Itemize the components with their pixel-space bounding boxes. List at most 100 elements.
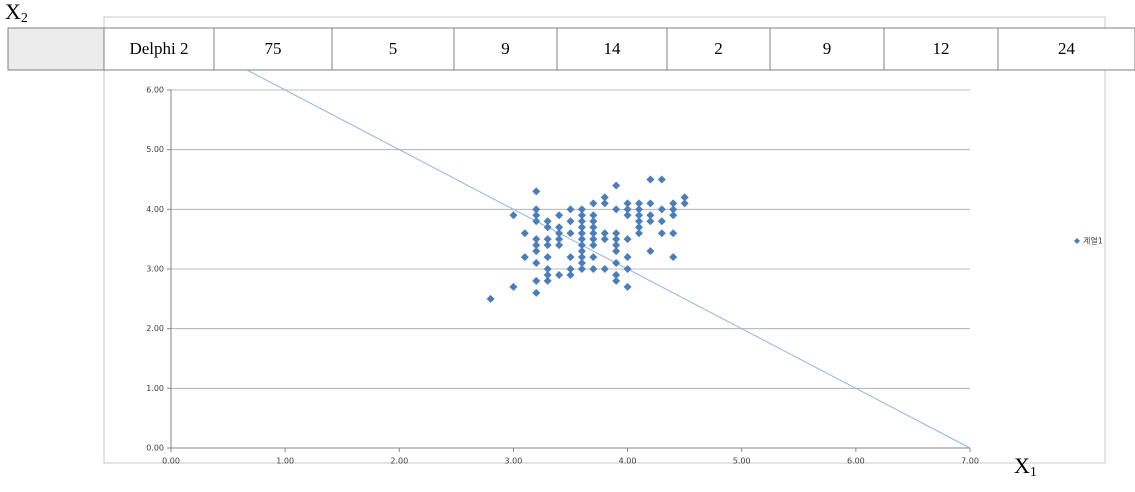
x-tick-label: 4.00 bbox=[619, 457, 637, 466]
point bbox=[577, 253, 586, 262]
point bbox=[532, 205, 541, 214]
point bbox=[600, 199, 609, 208]
point bbox=[623, 235, 632, 244]
y-tick-label: 0.00 bbox=[146, 444, 164, 453]
x-tick-label: 5.00 bbox=[733, 457, 751, 466]
axis-label-main: X bbox=[1014, 453, 1030, 478]
point bbox=[532, 187, 541, 196]
point bbox=[623, 253, 632, 262]
point bbox=[520, 229, 529, 238]
axis-label-main: X bbox=[5, 0, 21, 24]
point bbox=[634, 205, 643, 214]
table-cell-text: 24 bbox=[1058, 39, 1076, 58]
point bbox=[589, 265, 598, 273]
point bbox=[566, 217, 575, 226]
point bbox=[566, 229, 575, 238]
point bbox=[657, 217, 666, 226]
point bbox=[634, 217, 643, 226]
point bbox=[555, 241, 564, 250]
legend-marker bbox=[1074, 238, 1080, 244]
point bbox=[532, 211, 541, 220]
point bbox=[623, 211, 632, 220]
point bbox=[566, 265, 575, 273]
point bbox=[646, 217, 655, 226]
point bbox=[543, 265, 552, 273]
table-cell bbox=[997, 27, 1135, 71]
point bbox=[589, 199, 598, 208]
point bbox=[646, 199, 655, 208]
x-tick-label: 0.00 bbox=[162, 457, 180, 466]
table-cell-text: 9 bbox=[501, 39, 510, 58]
y-tick-label: 2.00 bbox=[146, 324, 164, 333]
x-tick-label: 6.00 bbox=[847, 457, 865, 466]
point bbox=[520, 253, 529, 262]
point bbox=[543, 217, 552, 226]
axis-label: X1 bbox=[1014, 453, 1037, 480]
point bbox=[589, 217, 598, 226]
point bbox=[612, 205, 621, 214]
table-cell bbox=[769, 27, 885, 71]
point bbox=[532, 276, 541, 285]
table-cell-empty bbox=[7, 27, 105, 71]
point bbox=[669, 211, 678, 220]
y-tick-label: 1.00 bbox=[146, 384, 164, 393]
point bbox=[646, 247, 655, 256]
point bbox=[486, 294, 495, 303]
point bbox=[555, 223, 564, 232]
point bbox=[577, 241, 586, 250]
point bbox=[589, 223, 598, 232]
point bbox=[577, 247, 586, 256]
point bbox=[566, 270, 575, 279]
point bbox=[532, 217, 541, 226]
y-tick-label: 4.00 bbox=[146, 205, 164, 214]
table-cell bbox=[103, 27, 215, 71]
point bbox=[612, 259, 621, 268]
y-tick-label: 6.00 bbox=[146, 86, 164, 95]
point bbox=[509, 211, 518, 220]
table-cell bbox=[213, 27, 333, 71]
x-tick-label: 1.00 bbox=[276, 457, 294, 466]
point bbox=[600, 235, 609, 244]
x-tick-label: 7.00 bbox=[961, 457, 979, 466]
point bbox=[669, 229, 678, 238]
point bbox=[589, 241, 598, 250]
x-tick-label: 2.00 bbox=[390, 457, 408, 466]
point bbox=[577, 205, 586, 214]
point bbox=[577, 211, 586, 220]
point bbox=[623, 282, 632, 291]
point bbox=[577, 265, 586, 273]
axis-label-sub: 1 bbox=[1030, 465, 1037, 480]
point bbox=[634, 211, 643, 220]
point bbox=[555, 235, 564, 244]
table-cell-text: 5 bbox=[389, 39, 398, 58]
point bbox=[634, 229, 643, 238]
table-cell-text: 75 bbox=[265, 39, 282, 58]
point bbox=[612, 247, 621, 256]
point bbox=[543, 270, 552, 279]
point bbox=[543, 223, 552, 232]
table-cell-text: 9 bbox=[823, 39, 832, 58]
point bbox=[669, 205, 678, 214]
point bbox=[669, 199, 678, 208]
point bbox=[543, 276, 552, 285]
point bbox=[657, 205, 666, 214]
point bbox=[612, 270, 621, 279]
point bbox=[612, 229, 621, 238]
point bbox=[623, 199, 632, 208]
point bbox=[555, 270, 564, 279]
point bbox=[657, 229, 666, 238]
point bbox=[532, 259, 541, 268]
point bbox=[589, 253, 598, 262]
point bbox=[612, 181, 621, 190]
point bbox=[543, 253, 552, 262]
point bbox=[600, 265, 609, 273]
point bbox=[612, 241, 621, 250]
point bbox=[532, 241, 541, 250]
point bbox=[532, 247, 541, 256]
point bbox=[623, 265, 632, 273]
point bbox=[577, 217, 586, 226]
point bbox=[543, 235, 552, 244]
point bbox=[566, 253, 575, 262]
point bbox=[589, 229, 598, 238]
